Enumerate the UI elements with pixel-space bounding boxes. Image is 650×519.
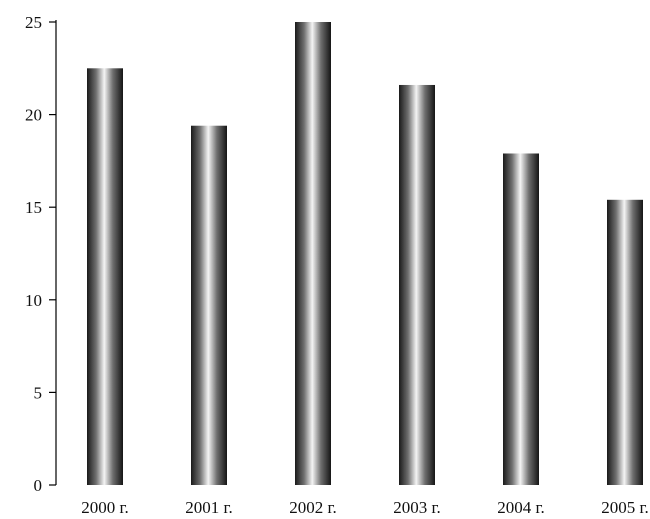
y-tick-label: 10 — [25, 291, 42, 310]
bar — [399, 84, 435, 485]
x-category-label: 2001 г. — [185, 498, 233, 517]
bars-group — [87, 22, 643, 486]
y-ticks-group: 0 5 10 15 20 25 — [25, 13, 56, 495]
bar — [191, 125, 227, 485]
y-tick-label: 0 — [34, 476, 43, 495]
bar — [87, 68, 123, 486]
y-tick-label: 5 — [34, 383, 43, 402]
x-category-label: 2005 г. — [601, 498, 649, 517]
x-category-label: 2002 г. — [289, 498, 337, 517]
bar — [503, 153, 539, 485]
x-category-label: 2004 г. — [497, 498, 545, 517]
x-category-label: 2003 г. — [393, 498, 441, 517]
bar — [295, 22, 331, 485]
y-tick-label: 25 — [25, 13, 42, 32]
y-tick-label: 15 — [25, 198, 42, 217]
x-category-label: 2000 г. — [81, 498, 129, 517]
y-tick-label: 20 — [25, 106, 42, 125]
bar — [607, 199, 643, 486]
x-labels-group: 2000 г. 2001 г. 2002 г. 2003 г. 2004 г. 2005 … — [81, 498, 649, 517]
